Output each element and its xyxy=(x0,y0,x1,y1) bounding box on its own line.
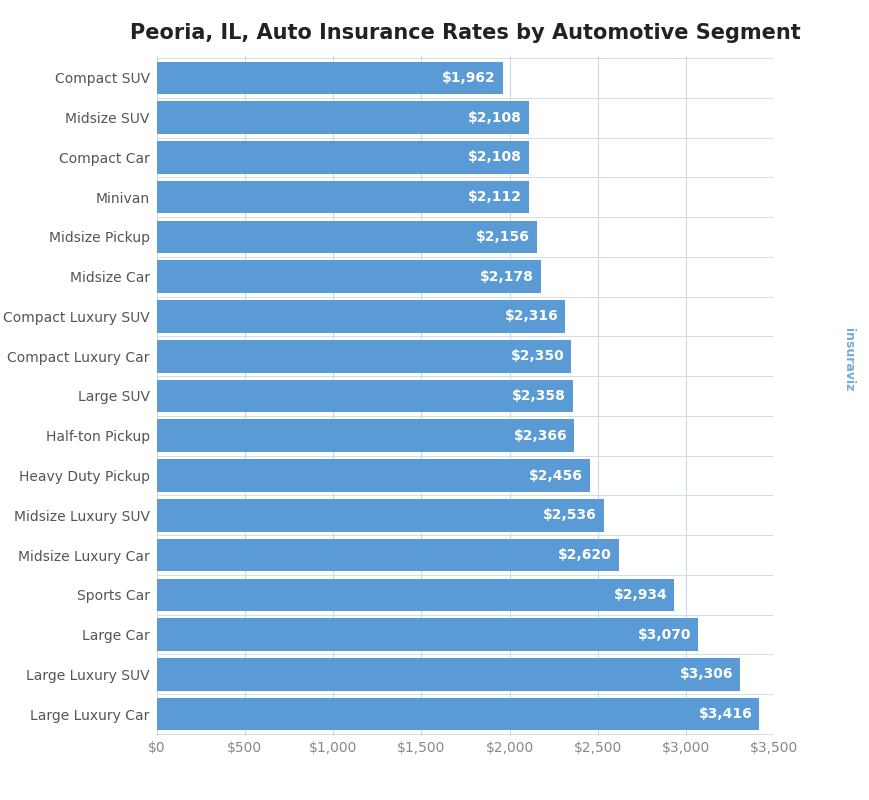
Text: $3,070: $3,070 xyxy=(637,627,691,642)
Text: $2,358: $2,358 xyxy=(511,389,565,403)
Bar xyxy=(156,538,618,571)
Text: $2,112: $2,112 xyxy=(468,190,521,204)
Bar xyxy=(156,459,589,492)
Bar xyxy=(156,658,740,690)
Text: $3,306: $3,306 xyxy=(679,667,733,682)
Text: $3,416: $3,416 xyxy=(698,707,752,721)
Text: $2,156: $2,156 xyxy=(475,230,529,244)
Bar xyxy=(156,578,673,611)
Bar xyxy=(156,340,571,373)
Bar xyxy=(156,62,502,94)
Text: $2,366: $2,366 xyxy=(513,429,567,442)
Text: insuraviz: insuraviz xyxy=(841,328,853,392)
Text: $1,962: $1,962 xyxy=(441,71,495,85)
Text: $2,934: $2,934 xyxy=(613,588,667,602)
Bar xyxy=(156,499,603,532)
Text: $2,108: $2,108 xyxy=(468,110,521,125)
Text: $2,456: $2,456 xyxy=(528,469,582,482)
Text: $2,108: $2,108 xyxy=(468,150,521,165)
Text: $2,178: $2,178 xyxy=(480,270,534,284)
Bar xyxy=(156,260,541,293)
Text: $2,316: $2,316 xyxy=(504,310,558,323)
Bar xyxy=(156,181,528,214)
Bar xyxy=(156,618,698,651)
Title: Peoria, IL, Auto Insurance Rates by Automotive Segment: Peoria, IL, Auto Insurance Rates by Auto… xyxy=(130,23,799,43)
Bar xyxy=(156,300,565,333)
Bar xyxy=(156,102,528,134)
Bar xyxy=(156,141,528,174)
Bar xyxy=(156,221,536,254)
Bar xyxy=(156,380,572,412)
Bar xyxy=(156,419,574,452)
Text: $2,536: $2,536 xyxy=(543,508,596,522)
Bar xyxy=(156,698,759,730)
Text: $2,350: $2,350 xyxy=(510,350,564,363)
Text: $2,620: $2,620 xyxy=(558,548,611,562)
